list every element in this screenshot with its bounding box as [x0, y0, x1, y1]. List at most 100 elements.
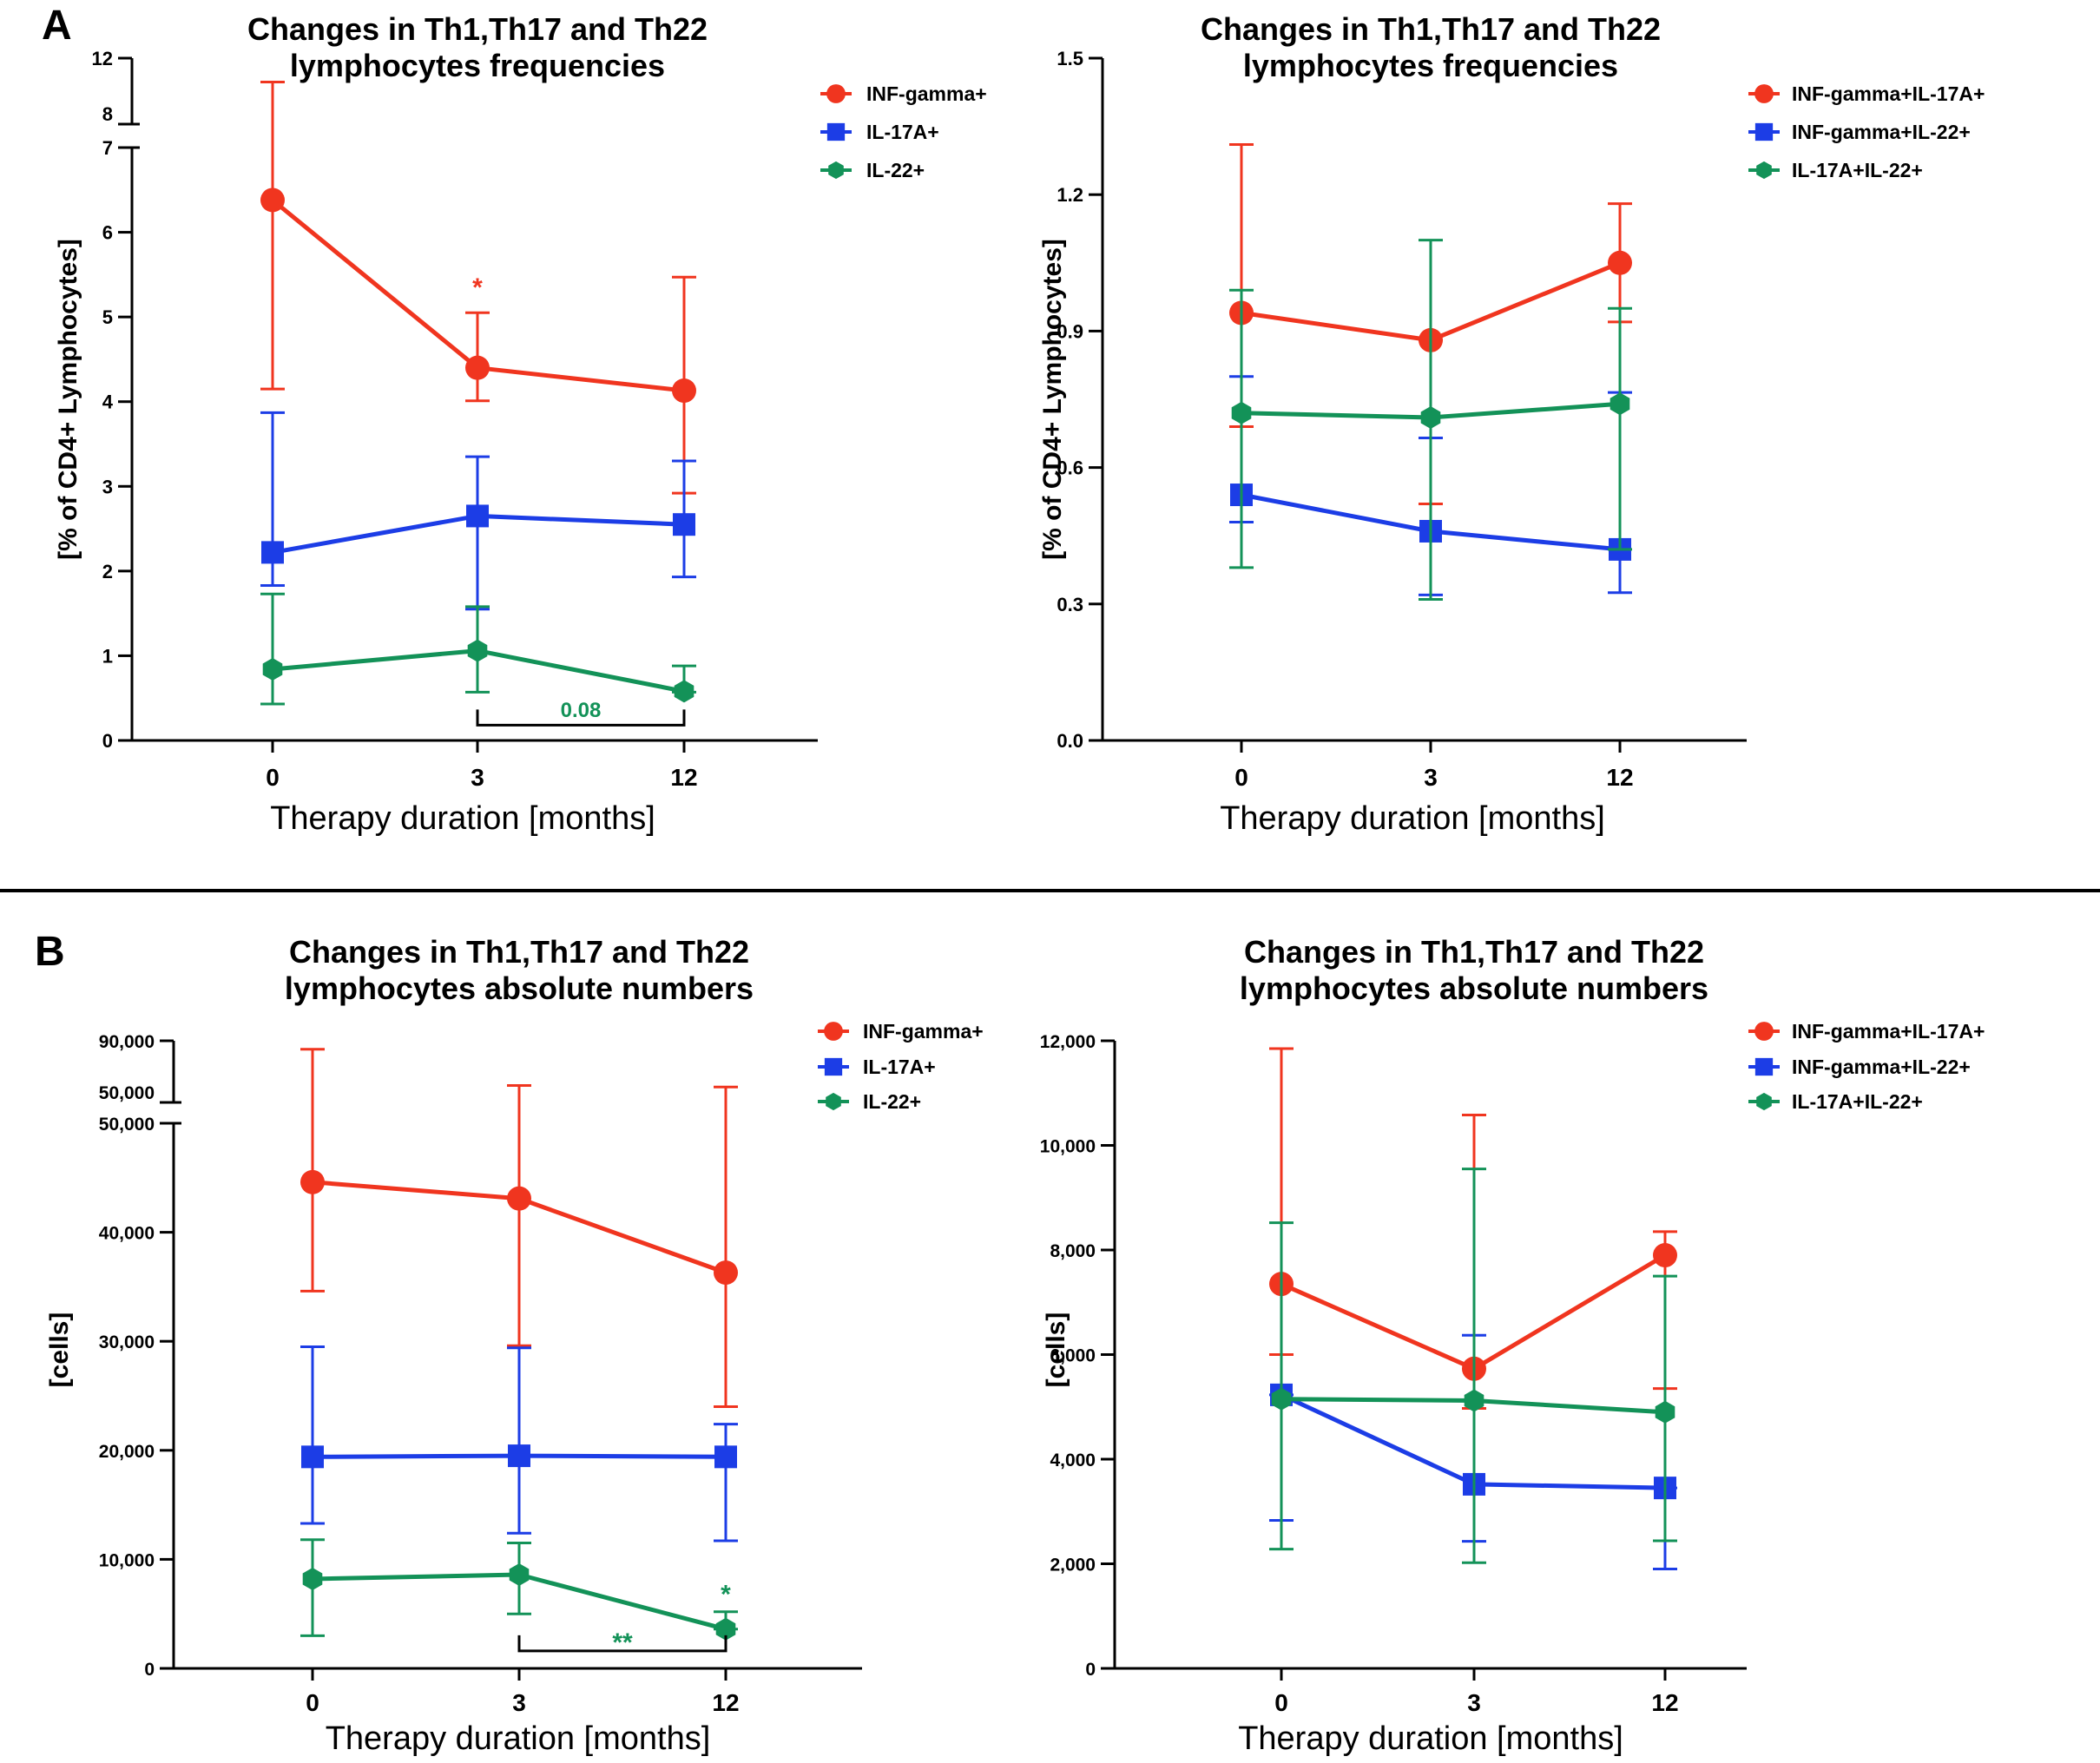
y-tick-label: 0 [102, 730, 113, 752]
y-tick-label: 1.5 [1057, 48, 1083, 69]
series-inf-gamma- [300, 1048, 738, 1409]
y-tick-label: 50,000 [99, 1083, 155, 1103]
x-tick-label: 0 [306, 1689, 319, 1716]
series-il-17a-il-22- [1229, 239, 1632, 602]
y-tick-label: 10,000 [99, 1550, 155, 1570]
y-tick-label: 0 [144, 1660, 155, 1680]
y-tick-label: 8,000 [1050, 1241, 1096, 1261]
legend-marker [1754, 122, 1774, 141]
chart-title-line-2: lymphocytes frequencies [1243, 48, 1618, 83]
x-axis-label: Therapy duration [months] [326, 1720, 711, 1757]
data-point [714, 1260, 738, 1286]
series-il-22- [300, 1538, 738, 1641]
series-il-17a- [260, 411, 696, 611]
x-tick-label: 3 [1424, 764, 1438, 791]
y-tick-label: 1 [102, 645, 113, 667]
data-point [261, 541, 284, 564]
legend-entry: IL-17A+IL-22+ [1792, 1090, 1923, 1113]
y-tick-label: 50,000 [99, 1115, 155, 1135]
chart-title-line-1: Changes in Th1,Th17 and Th22 [247, 11, 708, 47]
x-tick-label: 0 [266, 764, 280, 791]
data-point [302, 1568, 323, 1590]
data-point [1231, 401, 1252, 424]
y-tick-label: 1.2 [1057, 184, 1083, 206]
data-point [674, 680, 695, 703]
chart-title-line-2: lymphocytes frequencies [290, 48, 665, 83]
y-axis-label: [cells] [45, 1312, 74, 1388]
x-tick-label: 12 [1606, 764, 1633, 791]
y-tick-label: 8 [102, 103, 113, 125]
y-tick-label: 5 [102, 306, 113, 328]
chart-b-left: Changes in Th1,Th17 and Th22lymphocytes … [45, 934, 984, 1757]
chart-title-line-2: lymphocytes absolute numbers [285, 970, 754, 1006]
legend-entry: INF-gamma+IL-17A+ [1792, 82, 1985, 105]
x-tick-label: 12 [712, 1689, 739, 1716]
chart-title-line-1: Changes in Th1,Th17 and Th22 [289, 934, 749, 970]
y-tick-label: 7 [102, 137, 113, 159]
x-tick-label: 3 [471, 764, 484, 791]
series-inf-gamma- [260, 81, 696, 495]
y-tick-label: 4 [102, 391, 114, 413]
y-axis-label: [% of CD4+ Lymphocytes] [1038, 239, 1067, 560]
x-axis-label: Therapy duration [months] [1220, 800, 1605, 837]
significance-annotation: 0.08 [561, 699, 602, 722]
panel-label-b: B [35, 929, 65, 975]
chart-title-line-1: Changes in Th1,Th17 and Th22 [1201, 11, 1661, 47]
legend-entry: INF-gamma+IL-22+ [1792, 121, 1971, 143]
panel-label-a: A [42, 3, 72, 49]
data-point [262, 658, 283, 681]
data-point [1655, 1400, 1675, 1424]
data-point [508, 1444, 530, 1468]
y-axis-label: [cells] [1042, 1312, 1070, 1388]
y-tick-label: 20,000 [99, 1442, 155, 1462]
legend-marker [1754, 1057, 1774, 1076]
legend-marker [826, 122, 846, 141]
x-tick-label: 0 [1234, 764, 1248, 791]
data-point [1610, 392, 1630, 416]
y-tick-label: 6,000 [1050, 1346, 1096, 1366]
data-point [1464, 1389, 1484, 1412]
y-tick-label: 12,000 [1040, 1032, 1096, 1052]
x-axis-label: Therapy duration [months] [1238, 1720, 1623, 1757]
chart-a-right: Changes in Th1,Th17 and Th22lymphocytes … [1038, 11, 1985, 837]
legend-entry: INF-gamma+ [863, 1020, 984, 1043]
y-tick-label: 0.0 [1057, 730, 1083, 752]
series-il-17a- [300, 1345, 738, 1543]
legend-marker [826, 84, 846, 103]
data-point [300, 1169, 325, 1194]
legend-marker [1754, 1022, 1774, 1041]
x-tick-label: 12 [1651, 1689, 1678, 1716]
significance-annotation: ** [612, 1628, 633, 1657]
y-tick-label: 90,000 [99, 1032, 155, 1052]
y-tick-label: 2,000 [1050, 1556, 1096, 1576]
chart-b-right: Changes in Th1,Th17 and Th22lymphocytes … [1040, 934, 1985, 1757]
data-point [673, 513, 695, 536]
x-tick-label: 0 [1274, 1689, 1288, 1716]
data-point [672, 378, 696, 404]
y-tick-label: 2 [102, 561, 113, 582]
chart-title-line-1: Changes in Th1,Th17 and Th22 [1244, 934, 1704, 970]
x-axis-label: Therapy duration [months] [270, 800, 655, 837]
legend-entry: IL-17A+ [866, 121, 939, 143]
legend-marker [824, 1022, 843, 1041]
x-tick-label: 3 [1467, 1689, 1481, 1716]
x-tick-label: 3 [512, 1689, 526, 1716]
y-axis-label: [% of CD4+ Lymphocytes] [54, 239, 82, 560]
y-tick-label: 0.3 [1057, 594, 1083, 615]
data-point [1420, 406, 1441, 429]
y-tick-label: 40,000 [99, 1224, 155, 1244]
data-point [1271, 1387, 1292, 1411]
legend-entry: IL-22+ [863, 1090, 921, 1113]
data-point [715, 1617, 736, 1641]
data-point [467, 639, 488, 662]
y-tick-label: 10,000 [1040, 1137, 1096, 1157]
legend-entry: IL-17A+IL-22+ [1792, 159, 1923, 181]
x-tick-label: 12 [670, 764, 697, 791]
y-tick-label: 0.6 [1057, 457, 1083, 479]
legend-marker [824, 1057, 843, 1076]
data-point [1608, 250, 1632, 275]
data-point [465, 355, 490, 380]
chart-a-left: Changes in Th1,Th17 and Th22lymphocytes … [54, 11, 987, 837]
legend-entry: INF-gamma+IL-22+ [1792, 1056, 1971, 1078]
